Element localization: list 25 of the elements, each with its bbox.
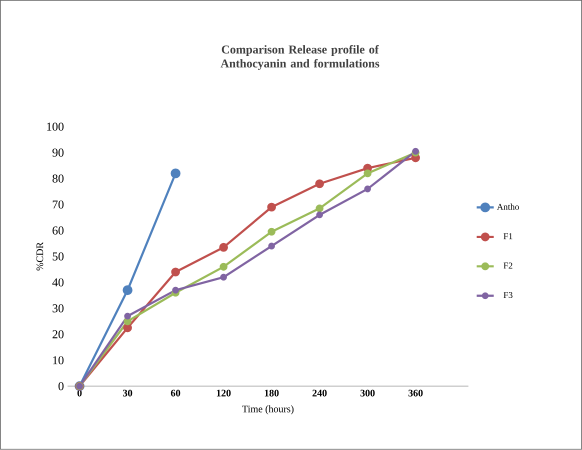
y-tick-label: 70 — [52, 200, 64, 209]
x-tick-label: 60 — [170, 390, 180, 397]
y-tick-label: 100 — [47, 122, 64, 131]
y-tick-label: 80 — [52, 174, 64, 183]
y-axis-title: %CDR — [36, 242, 44, 271]
y-tick-label: 90 — [52, 148, 64, 157]
x-tick-label: 30 — [122, 390, 132, 397]
y-tick-label: 20 — [52, 330, 64, 338]
legend-label: F3 — [504, 292, 512, 298]
y-tick-label: 30 — [52, 304, 64, 312]
legend-label: Antho — [496, 204, 519, 210]
legend-label: F1 — [504, 233, 512, 240]
y-tick-label: 50 — [52, 252, 64, 261]
chart-title: Comparison Release profile of Anthocyanin and formulations — [220, 45, 380, 70]
x-tick-label: 240 — [312, 390, 327, 397]
x-tick-label: 300 — [360, 390, 375, 397]
x-axis-title: Time (hours) — [242, 405, 294, 415]
y-tick-label: 10 — [53, 356, 64, 364]
x-tick-label: 120 — [216, 390, 231, 397]
x-tick-label: 180 — [264, 390, 279, 397]
y-tick-label: 40 — [52, 278, 64, 287]
x-tick-label: 360 — [408, 390, 423, 397]
legend-label: F2 — [504, 262, 512, 269]
y-tick-label: 60 — [52, 226, 64, 235]
y-tick-label: 0 — [58, 382, 64, 390]
